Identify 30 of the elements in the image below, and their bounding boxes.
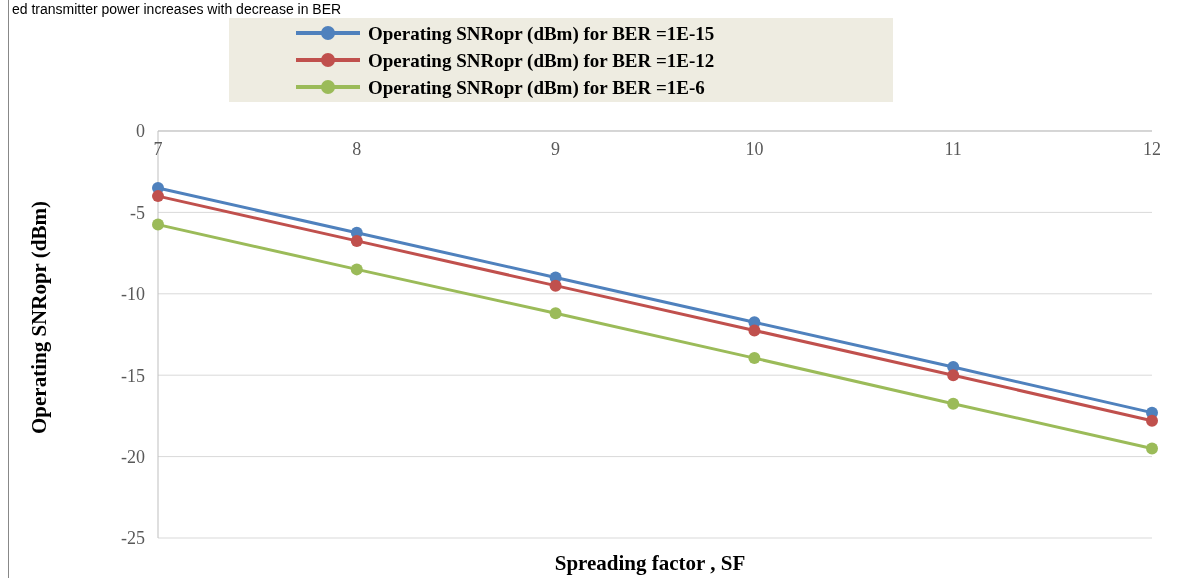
point: [350, 263, 363, 276]
legend-label: Operating SNRopr (dBm) for BER =1E-12: [368, 49, 715, 72]
point: [549, 307, 562, 320]
point: [1146, 414, 1158, 427]
x-axis-title: Spreading factor , SF: [554, 551, 746, 575]
x-tick-label: 12: [1143, 139, 1161, 159]
point: [947, 369, 960, 382]
y-tick-label: -10: [121, 284, 145, 305]
point: [748, 324, 761, 337]
point: [350, 234, 363, 247]
point: [947, 397, 960, 410]
point: [549, 279, 562, 292]
y-tick-label: -25: [121, 528, 145, 549]
y-tick-label: -5: [130, 202, 145, 223]
x-tick-label: 9: [551, 139, 561, 159]
y-tick-label: 0: [136, 121, 145, 142]
legend-label: Operating SNRopr (dBm) for BER =1E-15: [368, 22, 715, 45]
x-tick-label: 7: [153, 139, 163, 159]
y-tick-label: -15: [121, 365, 145, 386]
y-axis-title: Operating SNRopr (dBm): [27, 201, 51, 434]
point: [152, 218, 164, 231]
point: [1146, 442, 1158, 455]
x-tick-label: 10: [745, 139, 764, 159]
x-tick-label: 8: [352, 139, 362, 159]
y-tick-label: -20: [121, 446, 145, 467]
point: [748, 352, 761, 365]
chart-title: ed transmitter power increases with decrease in BER: [12, 1, 342, 17]
point: [152, 190, 164, 203]
legend-label: Operating SNRopr (dBm) for BER =1E-6: [368, 76, 705, 99]
x-tick-label: 11: [944, 139, 962, 159]
